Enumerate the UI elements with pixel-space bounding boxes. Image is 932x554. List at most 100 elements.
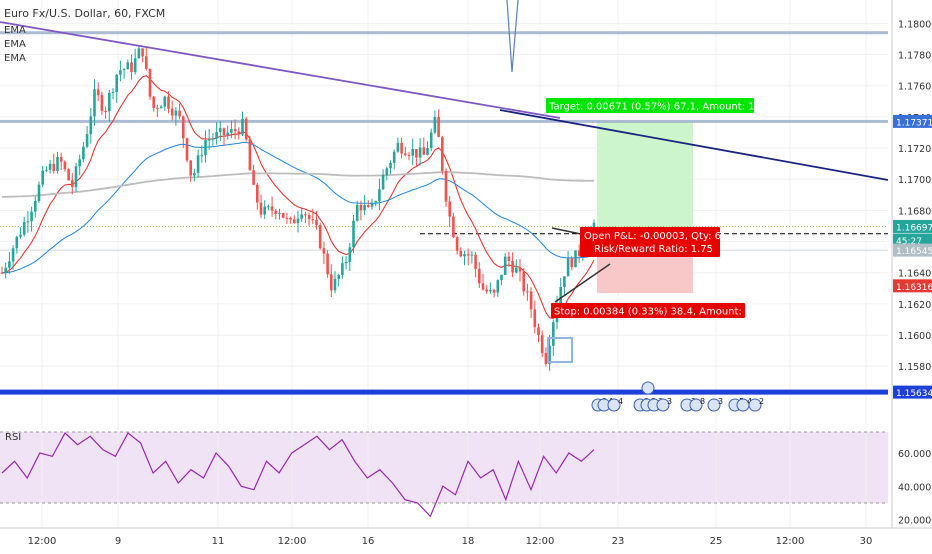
candle xyxy=(122,69,126,71)
candle xyxy=(422,147,426,155)
candle xyxy=(318,225,322,249)
event-marker[interactable] xyxy=(607,398,621,412)
candle xyxy=(115,74,118,93)
resistance-level-mid xyxy=(0,119,888,123)
candle xyxy=(411,149,414,156)
candle xyxy=(489,289,492,292)
candle xyxy=(226,132,229,136)
price-label-bg xyxy=(893,243,932,257)
candle xyxy=(78,159,81,167)
candle xyxy=(15,236,19,249)
event-marker[interactable] xyxy=(656,398,670,412)
stop-label-bg xyxy=(551,303,745,318)
candle xyxy=(355,204,359,221)
candle xyxy=(93,89,96,117)
target-label-bg xyxy=(546,98,754,113)
trend-line-upper xyxy=(0,21,561,119)
candle xyxy=(466,254,470,256)
candle xyxy=(307,215,311,220)
candle xyxy=(507,256,511,261)
candle xyxy=(241,118,244,135)
candle xyxy=(85,134,89,147)
candle xyxy=(270,206,274,211)
price-label: 1.16545 xyxy=(896,247,932,257)
event-count: 3 xyxy=(718,397,723,406)
y-tick-label: 1.17600 xyxy=(898,82,932,93)
candle xyxy=(45,169,48,171)
candle xyxy=(293,219,296,224)
candle xyxy=(515,267,518,273)
candle xyxy=(344,261,348,264)
y-tick-label: 1.17000 xyxy=(898,175,932,186)
candle xyxy=(148,68,152,97)
candle xyxy=(59,156,63,162)
event-count: 8 xyxy=(700,397,705,406)
pnl-box-bg xyxy=(580,227,720,257)
candle xyxy=(385,168,389,176)
candle xyxy=(126,62,130,70)
candle xyxy=(89,116,93,135)
rr-label: Risk/Reward Ratio: 1.75 xyxy=(594,244,713,255)
candle xyxy=(552,322,555,346)
ema-slow-line xyxy=(2,171,594,198)
candle xyxy=(381,175,385,190)
candle xyxy=(267,206,270,208)
candle xyxy=(337,275,340,279)
candle xyxy=(174,110,178,116)
trend-line-lower xyxy=(499,109,889,181)
candle xyxy=(367,205,370,207)
candle xyxy=(400,142,403,154)
candle xyxy=(559,287,562,304)
candle xyxy=(296,218,300,224)
candle xyxy=(485,289,488,292)
candle xyxy=(341,263,344,276)
candle xyxy=(566,258,570,277)
support-level-bottom xyxy=(0,389,888,395)
event-marker[interactable] xyxy=(641,381,655,395)
candle xyxy=(330,274,333,291)
candle xyxy=(300,214,303,219)
x-tick-label: 12:00 xyxy=(526,536,555,547)
y-tick-label: 1.15800 xyxy=(898,362,932,373)
x-tick-label: 11 xyxy=(212,536,225,547)
candle xyxy=(455,237,459,251)
candle xyxy=(348,247,352,262)
indicator-ema-3: EMA xyxy=(4,53,26,64)
pnl-label: Open P&L: -0.00003, Qty: 65 xyxy=(584,231,727,242)
rsi-band-fill xyxy=(0,432,888,503)
candle xyxy=(548,345,551,364)
candle xyxy=(478,268,481,284)
event-marker[interactable] xyxy=(689,398,703,412)
candle xyxy=(67,169,70,181)
candle xyxy=(96,89,100,96)
candle xyxy=(141,48,144,57)
candle xyxy=(433,116,437,133)
event-marker[interactable] xyxy=(748,398,762,412)
y-tick-label: 1.18000 xyxy=(898,19,932,30)
wick-spike xyxy=(506,0,519,73)
candle xyxy=(137,48,141,59)
candle xyxy=(259,202,263,215)
candle xyxy=(481,283,485,290)
candle xyxy=(8,261,11,268)
candle xyxy=(182,116,185,139)
rsi-y-tick-label: 40.0000 xyxy=(898,482,932,493)
event-marker[interactable] xyxy=(707,398,721,412)
candle xyxy=(322,248,326,254)
candle xyxy=(500,274,503,281)
candle xyxy=(204,140,207,156)
candle xyxy=(178,110,181,117)
candle xyxy=(4,267,7,273)
candle xyxy=(256,184,259,203)
candle xyxy=(285,217,289,219)
candle xyxy=(289,217,292,220)
y-tick-label: 1.16200 xyxy=(898,300,932,311)
candle xyxy=(19,234,22,237)
candle xyxy=(522,271,525,292)
price-label-bg xyxy=(893,385,932,399)
candle xyxy=(278,213,281,215)
candle xyxy=(429,132,433,149)
x-tick-label: 23 xyxy=(612,536,625,547)
candle xyxy=(311,219,315,221)
